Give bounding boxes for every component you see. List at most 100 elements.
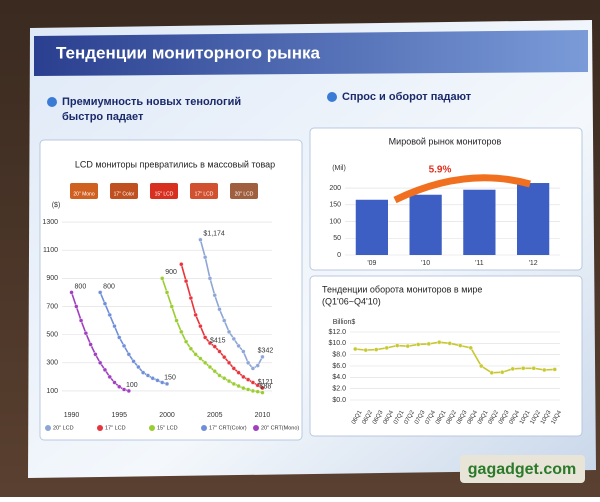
point: [245, 360, 251, 365]
value-label: $121: [258, 379, 274, 386]
value-label: 100: [126, 382, 138, 389]
bar: [409, 194, 442, 255]
legend-label: 17" CRT(Color): [209, 425, 247, 431]
point: [250, 366, 256, 371]
point: [468, 345, 473, 351]
icon: [150, 183, 178, 199]
point: [363, 347, 368, 353]
point: [510, 366, 515, 372]
point: [150, 376, 155, 381]
x-tick-label: '12: [529, 260, 538, 267]
bullet: Спрос и оборот падают: [342, 91, 472, 103]
point: [198, 237, 203, 242]
point: [260, 390, 265, 395]
y-tick-label: $4.0: [332, 374, 346, 381]
point: [193, 352, 198, 357]
point: [416, 342, 421, 347]
y-tick-label: $6.0: [332, 363, 346, 370]
point: [552, 367, 557, 372]
point: [188, 295, 194, 301]
point: [126, 352, 132, 357]
point: [117, 384, 122, 389]
point: [245, 387, 251, 392]
icon-label: 17" Color: [114, 191, 135, 197]
point: [255, 389, 260, 394]
point: [74, 304, 79, 309]
watermark-box: [460, 455, 585, 483]
point: [179, 329, 184, 335]
y-tick-label: 300: [46, 360, 58, 367]
annotation: 5.9%: [429, 165, 452, 176]
y-tick-label: 200: [329, 185, 341, 192]
point: [136, 364, 141, 370]
y-tick-label: $10.0: [328, 340, 346, 347]
point: [207, 276, 213, 281]
title-bar: [34, 30, 588, 76]
point: [202, 335, 208, 340]
legend-label: 20" CRT(Mono): [261, 425, 299, 431]
point: [179, 262, 184, 267]
point: [88, 342, 93, 347]
point: [188, 346, 194, 351]
icon: [110, 183, 138, 199]
point: [353, 346, 358, 352]
point: [245, 377, 251, 382]
point: [231, 381, 237, 387]
point: [164, 381, 170, 387]
point: [174, 318, 179, 323]
point: [117, 335, 122, 340]
watermark: gagadget.com: [468, 461, 576, 478]
point: [107, 312, 112, 318]
point: [500, 370, 505, 375]
y-tick-label: $12.0: [328, 329, 346, 336]
point: [97, 290, 103, 295]
point: [102, 367, 108, 373]
point: [202, 360, 208, 365]
point: [222, 354, 227, 360]
point: [521, 366, 526, 371]
point: [212, 344, 217, 349]
point: [531, 366, 536, 371]
point: [395, 343, 400, 348]
point: [107, 374, 112, 380]
value-label: $415: [210, 337, 226, 344]
point: [250, 380, 256, 385]
x-tick-label: 2010: [255, 412, 271, 419]
icon-label: 17" LCD: [195, 191, 214, 197]
point: [207, 340, 213, 346]
point: [222, 376, 227, 381]
y-axis-label: Billion$: [333, 319, 356, 326]
y-tick-label: 100: [329, 218, 341, 225]
y-tick-label: 100: [46, 388, 58, 395]
point: [198, 323, 203, 329]
point: [236, 370, 241, 375]
chart-subtitle: (Q1'06~Q4'10): [322, 296, 381, 306]
legend-label: 20" LCD: [53, 425, 74, 431]
point: [236, 383, 241, 389]
bullet-dot: [327, 92, 337, 102]
point: [222, 318, 227, 323]
point: [489, 370, 494, 375]
point: [426, 341, 431, 347]
point: [183, 278, 189, 284]
point: [447, 341, 452, 346]
point: [479, 363, 484, 369]
y-tick-label: 700: [46, 303, 58, 310]
legend-swatch: [149, 425, 155, 431]
point: [226, 378, 232, 384]
point: [212, 369, 217, 374]
x-tick-label: 2000: [159, 412, 175, 419]
point: [212, 293, 217, 298]
series-line: [161, 278, 263, 394]
slide-title: Тенденции мониторного рынка: [56, 43, 320, 62]
legend-swatch: [201, 425, 207, 431]
icon-label: 20" Mono: [73, 191, 94, 197]
point: [458, 343, 463, 348]
point: [384, 345, 389, 351]
legend-swatch: [253, 425, 259, 431]
point: [121, 387, 127, 392]
x-tick-label: '10: [421, 260, 430, 267]
point: [160, 276, 165, 281]
legend-label: 17" LCD: [105, 425, 126, 431]
